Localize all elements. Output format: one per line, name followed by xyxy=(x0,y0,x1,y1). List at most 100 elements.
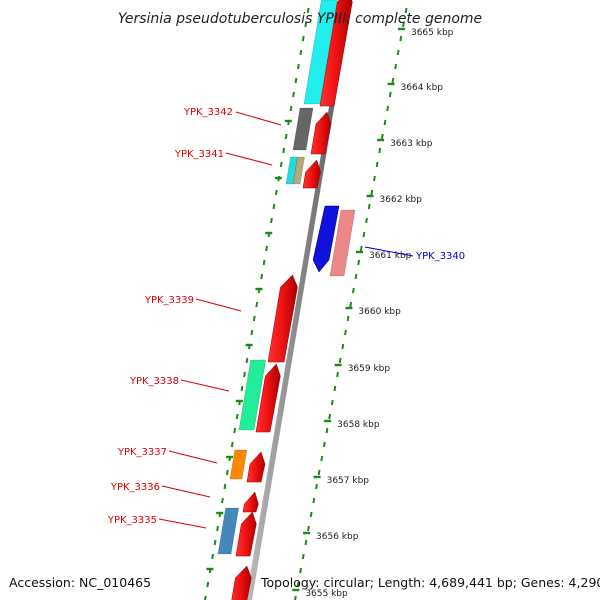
cds-arrow xyxy=(231,565,252,600)
topology-text: Topology: circular; Length: 4,689,441 bp… xyxy=(261,575,600,590)
tick-mark xyxy=(225,469,229,476)
tick-mark xyxy=(362,231,366,238)
tick-mark xyxy=(354,273,358,280)
gene-label-layer: YPK_3342 YPK_3341 YPK_3340 YPK_3339 YPK_3338… xyxy=(107,107,465,529)
tick-mark xyxy=(322,441,326,448)
scale-tick-label: 3660 kbp xyxy=(358,307,401,317)
tick-mark xyxy=(299,567,303,574)
tick-mark xyxy=(325,427,329,434)
gene-label-leader xyxy=(158,518,207,529)
gene-label: YPK_3337 xyxy=(117,447,167,458)
tick-mark xyxy=(320,455,324,462)
tick-mark xyxy=(367,203,371,210)
scale-tick-label: 3657 kbp xyxy=(327,476,370,486)
tick-mark xyxy=(292,91,295,98)
tick-mark xyxy=(216,525,219,532)
tick-mark xyxy=(270,217,273,224)
tick-mark xyxy=(404,7,408,14)
cog-block xyxy=(217,507,240,555)
tick-mark xyxy=(306,7,310,14)
cds-arrow xyxy=(242,491,259,513)
cog-block xyxy=(292,156,305,185)
cog-block xyxy=(238,359,267,431)
cog-block xyxy=(292,107,314,151)
tick-mark xyxy=(245,357,249,364)
cds-arrow xyxy=(255,363,281,433)
tick-mark xyxy=(294,595,297,600)
tick-mark xyxy=(301,553,305,560)
tick-mark xyxy=(304,539,308,546)
tick-mark xyxy=(309,511,313,518)
tick-mark xyxy=(296,581,300,588)
tick-mark xyxy=(386,105,390,112)
tick-mark xyxy=(294,77,298,84)
scale-tick-label: 3658 kbp xyxy=(337,420,380,430)
gene-label: YPK_3336 xyxy=(110,482,160,493)
tick-mark xyxy=(279,161,283,168)
tick-mark xyxy=(206,581,210,588)
tick-mark xyxy=(307,525,310,532)
tick-mark xyxy=(252,315,256,322)
tick-mark xyxy=(375,161,379,168)
gene-label-leader xyxy=(195,298,242,312)
tick-mark xyxy=(312,497,316,504)
tick-mark xyxy=(370,189,374,196)
tick-mark xyxy=(289,105,293,112)
tick-mark xyxy=(349,301,353,308)
gene-label-leader xyxy=(180,379,230,392)
tick-mark xyxy=(299,49,303,56)
tick-mark xyxy=(333,385,337,392)
gene-label: YPK_3339 xyxy=(144,295,194,306)
tick-mark xyxy=(240,385,244,392)
tick-mark xyxy=(378,147,382,154)
tick-mark xyxy=(396,49,400,56)
scale-ticks xyxy=(204,7,408,600)
tick-mark xyxy=(233,427,237,434)
scale-tick-label: 3656 kbp xyxy=(316,532,359,542)
tick-mark xyxy=(223,483,227,490)
scale-tick-label: 3661 kbp xyxy=(369,251,412,261)
feature-layer xyxy=(217,0,356,600)
scale-tick-label: 3659 kbp xyxy=(348,364,391,374)
cds-arrow-highlighted xyxy=(312,205,340,273)
tick-mark xyxy=(341,343,345,350)
tick-mark xyxy=(365,217,368,224)
tick-mark xyxy=(250,329,254,336)
tick-mark xyxy=(402,21,405,28)
tick-mark xyxy=(282,147,286,154)
gene-label: YPK_3340 xyxy=(415,251,465,262)
tick-mark xyxy=(243,371,246,378)
tick-mark xyxy=(344,329,347,336)
gene-label: YPK_3335 xyxy=(107,515,157,526)
gene-label: YPK_3342 xyxy=(183,107,233,118)
tick-mark xyxy=(265,245,268,252)
tick-mark xyxy=(272,203,276,210)
tick-mark xyxy=(204,595,207,600)
tick-mark xyxy=(255,301,259,308)
tick-mark xyxy=(260,273,264,280)
tick-mark xyxy=(338,357,342,364)
gene-label-leader xyxy=(225,152,273,166)
tick-mark xyxy=(383,119,387,126)
scale-tick-labels: 3655 kbp 3656 kbp 3657 kbp 3658 kbp 3659 kbp… xyxy=(305,28,453,599)
tick-mark xyxy=(380,133,384,140)
tick-mark xyxy=(336,371,339,378)
tick-mark xyxy=(351,287,355,294)
scale-tick-label: 3665 kbp xyxy=(411,28,454,38)
tick-mark xyxy=(315,483,318,490)
cds-arrow xyxy=(310,111,332,155)
tick-mark xyxy=(357,259,361,266)
accession-text: Accession: NC_010465 xyxy=(9,575,152,590)
scale-tick-label: 3655 kbp xyxy=(305,589,348,599)
tick-mark xyxy=(284,133,288,140)
tick-mark xyxy=(399,35,403,42)
tick-mark xyxy=(262,259,266,266)
tick-mark xyxy=(330,399,334,406)
gene-label-leader xyxy=(161,485,211,498)
map-title: Yersinia pseudotuberculosis YPIII, compl… xyxy=(118,11,482,27)
tick-mark xyxy=(235,413,239,420)
scale-tick-label: 3664 kbp xyxy=(401,83,444,93)
tick-mark xyxy=(301,35,305,42)
scale-tick-label: 3662 kbp xyxy=(380,195,423,205)
